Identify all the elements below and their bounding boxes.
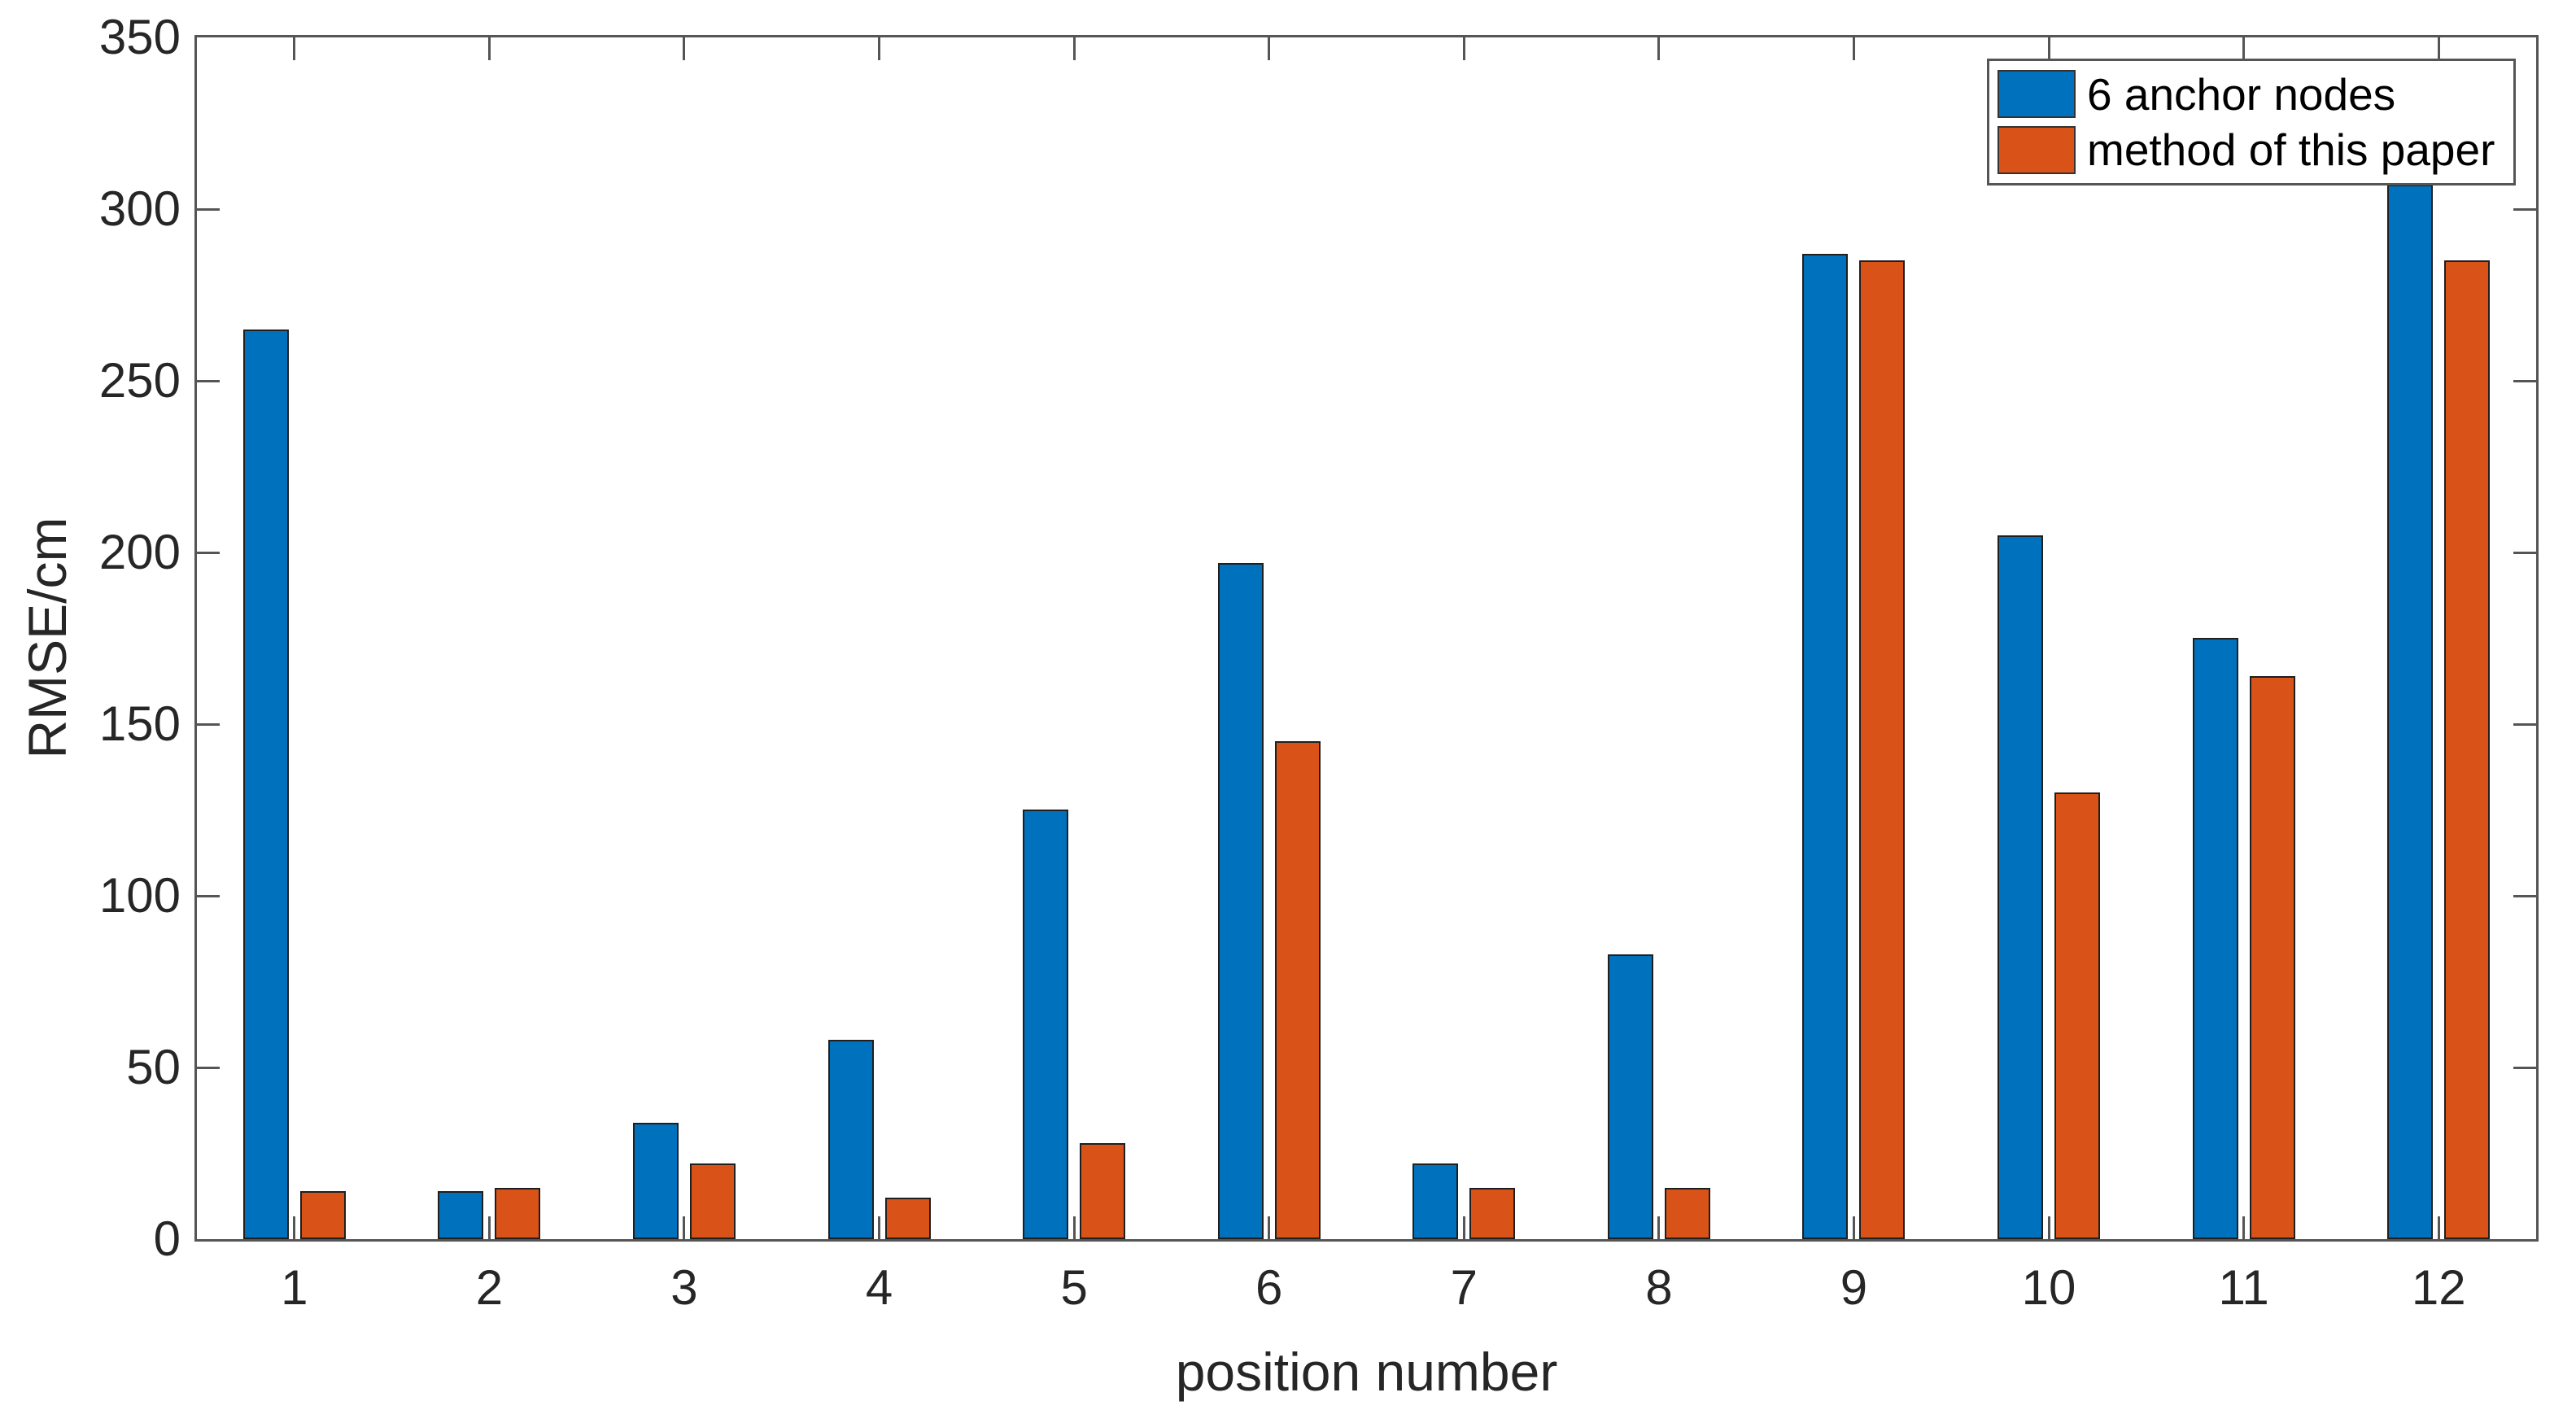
y-tick-mark — [2513, 379, 2536, 382]
plot-area — [194, 35, 2539, 1242]
x-tick-label: 12 — [2411, 1260, 2466, 1315]
x-tick-mark — [2242, 1216, 2246, 1239]
y-tick-mark — [2513, 722, 2536, 726]
x-tick-label: 7 — [1450, 1260, 1478, 1315]
legend-swatch-orange — [1997, 125, 2076, 174]
bar-series-1-pos-9 — [1802, 254, 1848, 1239]
y-tick-mark — [197, 1066, 220, 1069]
x-tick-mark — [1657, 37, 1661, 60]
y-tick-label: 300 — [98, 181, 181, 236]
bar-series-1-pos-1 — [243, 330, 289, 1239]
x-tick-mark — [1072, 37, 1076, 60]
y-tick-label: 350 — [98, 10, 181, 64]
bar-series-1-pos-3 — [633, 1123, 679, 1239]
x-tick-mark — [2047, 1216, 2050, 1239]
y-tick-label: 0 — [153, 1211, 181, 1266]
bar-series-2-pos-2 — [495, 1188, 540, 1239]
x-tick-label: 10 — [2021, 1260, 2076, 1315]
bar-series-2-pos-1 — [300, 1191, 346, 1239]
bar-series-1-pos-7 — [1412, 1163, 1458, 1239]
bar-series-1-pos-6 — [1218, 563, 1264, 1239]
x-tick-mark — [1072, 1216, 1076, 1239]
bar-series-2-pos-9 — [1859, 260, 1905, 1239]
bar-series-1-pos-8 — [1608, 954, 1653, 1239]
bar-series-1-pos-11 — [2193, 638, 2238, 1239]
x-tick-mark — [293, 1216, 296, 1239]
bar-series-1-pos-12 — [2387, 185, 2433, 1239]
y-tick-mark — [2513, 894, 2536, 897]
x-tick-mark — [1268, 1216, 1271, 1239]
x-tick-label: 4 — [865, 1260, 893, 1315]
x-tick-mark — [487, 37, 491, 60]
y-tick-mark — [197, 207, 220, 211]
y-tick-mark — [197, 722, 220, 726]
x-tick-mark — [1852, 1216, 1855, 1239]
x-tick-mark — [878, 1216, 881, 1239]
legend-item-series-2: method of this paper — [1997, 124, 2513, 176]
y-tick-label: 250 — [98, 353, 181, 408]
y-tick-label: 100 — [98, 868, 181, 923]
x-tick-mark — [2437, 37, 2440, 60]
legend-item-series-1: 6 anchor nodes — [1997, 68, 2513, 120]
bar-series-1-pos-4 — [828, 1040, 874, 1239]
y-tick-mark — [197, 894, 220, 897]
legend-swatch-blue — [1997, 70, 2076, 119]
x-axis-title: position number — [1175, 1342, 1558, 1402]
x-tick-mark — [683, 37, 686, 60]
x-tick-mark — [2242, 37, 2246, 60]
x-tick-mark — [2437, 1216, 2440, 1239]
legend-label-series-1: 6 anchor nodes — [2087, 68, 2396, 120]
x-tick-label: 5 — [1060, 1260, 1088, 1315]
bar-series-1-pos-10 — [1997, 535, 2043, 1239]
legend-label-series-2: method of this paper — [2087, 124, 2495, 176]
bar-series-2-pos-12 — [2444, 260, 2490, 1239]
bar-series-2-pos-10 — [2054, 792, 2100, 1239]
y-tick-mark — [2513, 207, 2536, 211]
y-tick-label: 150 — [98, 696, 181, 751]
y-axis-title: RMSE/cm — [17, 517, 77, 759]
bar-series-2-pos-3 — [690, 1163, 736, 1239]
bar-series-1-pos-2 — [438, 1191, 483, 1239]
x-tick-label: 11 — [2218, 1260, 2269, 1315]
x-tick-mark — [1657, 1216, 1661, 1239]
x-tick-label: 9 — [1840, 1260, 1868, 1315]
y-tick-mark — [2513, 1066, 2536, 1069]
x-tick-mark — [487, 1216, 491, 1239]
x-tick-label: 6 — [1255, 1260, 1283, 1315]
x-tick-mark — [1462, 1216, 1465, 1239]
y-tick-mark — [2513, 551, 2536, 554]
bar-series-2-pos-4 — [885, 1198, 931, 1239]
bar-series-2-pos-5 — [1080, 1143, 1125, 1239]
x-tick-mark — [293, 37, 296, 60]
y-tick-mark — [197, 379, 220, 382]
y-tick-label: 200 — [98, 525, 181, 579]
x-tick-mark — [1462, 37, 1465, 60]
x-tick-mark — [1268, 37, 1271, 60]
x-tick-label: 8 — [1645, 1260, 1673, 1315]
bar-series-2-pos-8 — [1665, 1188, 1710, 1239]
bar-series-2-pos-6 — [1275, 741, 1321, 1239]
x-tick-mark — [1852, 37, 1855, 60]
bar-series-2-pos-11 — [2250, 676, 2295, 1239]
x-tick-mark — [878, 37, 881, 60]
legend: 6 anchor nodes method of this paper — [1987, 59, 2516, 186]
bar-series-2-pos-7 — [1469, 1188, 1515, 1239]
x-tick-mark — [683, 1216, 686, 1239]
x-tick-label: 1 — [281, 1260, 308, 1315]
x-tick-label: 3 — [670, 1260, 698, 1315]
bar-series-1-pos-5 — [1023, 810, 1068, 1239]
x-tick-mark — [2047, 37, 2050, 60]
y-tick-mark — [197, 551, 220, 554]
y-tick-label: 50 — [126, 1040, 181, 1094]
x-tick-label: 2 — [475, 1260, 504, 1315]
